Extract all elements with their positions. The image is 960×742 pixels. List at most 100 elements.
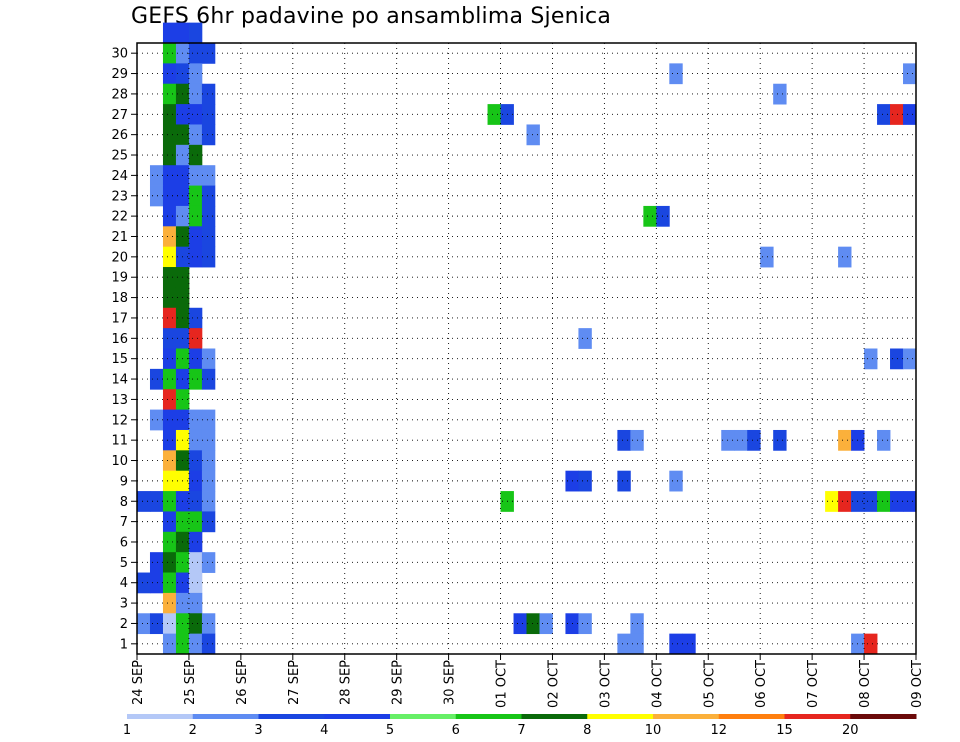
heatmap-cell <box>760 246 774 268</box>
heatmap-cell <box>578 613 592 635</box>
y-tick-label: 12 <box>111 413 128 428</box>
heatmap-cell <box>188 226 203 248</box>
y-tick-label: 27 <box>111 108 128 123</box>
heatmap-cell <box>162 450 177 472</box>
y-tick-label: 9 <box>120 474 128 489</box>
legend-swatch <box>324 714 391 719</box>
heatmap-cell <box>188 144 203 166</box>
heatmap-cell <box>201 491 216 512</box>
y-tick-label: 16 <box>111 332 128 347</box>
heatmap-cell <box>162 144 177 166</box>
heatmap-cell <box>188 307 203 329</box>
heatmap-cell <box>864 491 878 512</box>
heatmap-cell <box>617 429 631 451</box>
x-tick-label: 01 OCT <box>495 660 510 708</box>
legend-swatch <box>587 714 654 719</box>
heatmap-cell <box>890 104 904 125</box>
y-tick-label: 18 <box>111 291 128 306</box>
y-tick-label: 30 <box>111 47 128 62</box>
heatmap-cell <box>903 63 917 85</box>
heatmap-cell <box>864 348 878 370</box>
y-tick-label: 23 <box>111 189 128 204</box>
heatmap-cell <box>188 592 203 614</box>
heatmap-cell <box>201 226 216 248</box>
heatmap-cell <box>149 491 164 512</box>
y-tick-label: 4 <box>120 576 128 591</box>
heatmap-cell <box>201 511 216 533</box>
heatmap-cell <box>188 124 203 146</box>
y-tick-label: 29 <box>111 67 128 82</box>
heatmap-cell <box>149 572 164 594</box>
heatmap-cell <box>188 348 203 370</box>
heatmap-cell <box>149 552 164 573</box>
heatmap-cell <box>903 104 917 125</box>
heatmap-cell <box>162 104 177 125</box>
heatmap-cell <box>838 491 852 512</box>
heatmap-cell <box>747 429 761 451</box>
heatmap-cell <box>188 165 203 186</box>
heatmap-cell <box>578 470 592 492</box>
heatmap-cell <box>137 491 151 512</box>
legend-swatch <box>390 714 457 719</box>
heatmap-cell <box>162 470 177 492</box>
x-tick-label: 08 OCT <box>858 660 873 708</box>
legend-swatch <box>455 714 522 719</box>
heatmap-cell <box>877 104 891 125</box>
heatmap-cell <box>162 409 177 431</box>
x-tick-label: 07 OCT <box>806 660 821 708</box>
heatmap-cell <box>162 328 177 349</box>
legend-label: 7 <box>517 723 525 738</box>
legend-label: 10 <box>645 723 662 738</box>
heatmap-cell <box>201 205 216 227</box>
y-tick-label: 14 <box>111 373 128 388</box>
heatmap-cell <box>682 633 696 655</box>
x-tick-label: 04 OCT <box>650 660 665 708</box>
heatmap-cell <box>162 287 177 309</box>
heatmap-cell <box>162 389 177 410</box>
x-tick-label: 06 OCT <box>754 660 769 708</box>
heatmap-cell <box>162 348 177 370</box>
heatmap-cell <box>137 572 151 594</box>
heatmap-cell <box>201 552 216 573</box>
heatmap-cell <box>890 491 904 512</box>
legend-swatch <box>127 714 194 719</box>
heatmap-cell <box>201 104 216 125</box>
heatmap-cell <box>201 185 216 207</box>
heatmap-cell <box>188 572 203 594</box>
heatmap-cell <box>903 348 917 370</box>
heatmap-cell <box>201 613 216 635</box>
heatmap-cell <box>188 104 203 125</box>
y-tick-label: 25 <box>111 149 128 164</box>
y-tick-label: 5 <box>120 556 128 571</box>
heatmap-cell <box>162 22 177 44</box>
heatmap-cell <box>162 572 177 594</box>
y-tick-label: 10 <box>111 454 128 469</box>
y-tick-label: 3 <box>120 597 128 612</box>
x-tick-label: 30 SEP <box>443 660 458 705</box>
y-tick-label: 15 <box>111 352 128 367</box>
heatmap-cell <box>201 83 216 105</box>
legend-swatch <box>784 714 851 719</box>
x-tick-label: 05 OCT <box>702 660 717 708</box>
legend-label: 5 <box>386 723 394 738</box>
heatmap-cell <box>188 368 203 390</box>
legend-label: 1 <box>123 723 131 738</box>
y-tick-label: 22 <box>111 210 128 225</box>
heatmap-cell <box>188 409 203 431</box>
y-tick-label: 26 <box>111 128 128 143</box>
heatmap-cell <box>188 613 203 635</box>
heatmap-cell <box>188 633 203 655</box>
heatmap-cell <box>162 552 177 573</box>
heatmap-cell <box>162 63 177 85</box>
x-tick-label: 09 OCT <box>910 660 925 708</box>
heatmap-cell <box>838 429 852 451</box>
y-tick-label: 11 <box>111 434 128 449</box>
heatmap-cell <box>188 450 203 472</box>
x-tick-label: 29 SEP <box>391 660 406 705</box>
heatmap-cell <box>162 368 177 390</box>
heatmap-cell <box>162 511 177 533</box>
heatmap-cell <box>643 205 657 227</box>
legend-swatch <box>653 714 720 719</box>
legend-label: 4 <box>320 723 328 738</box>
heatmap-cell <box>149 409 164 431</box>
